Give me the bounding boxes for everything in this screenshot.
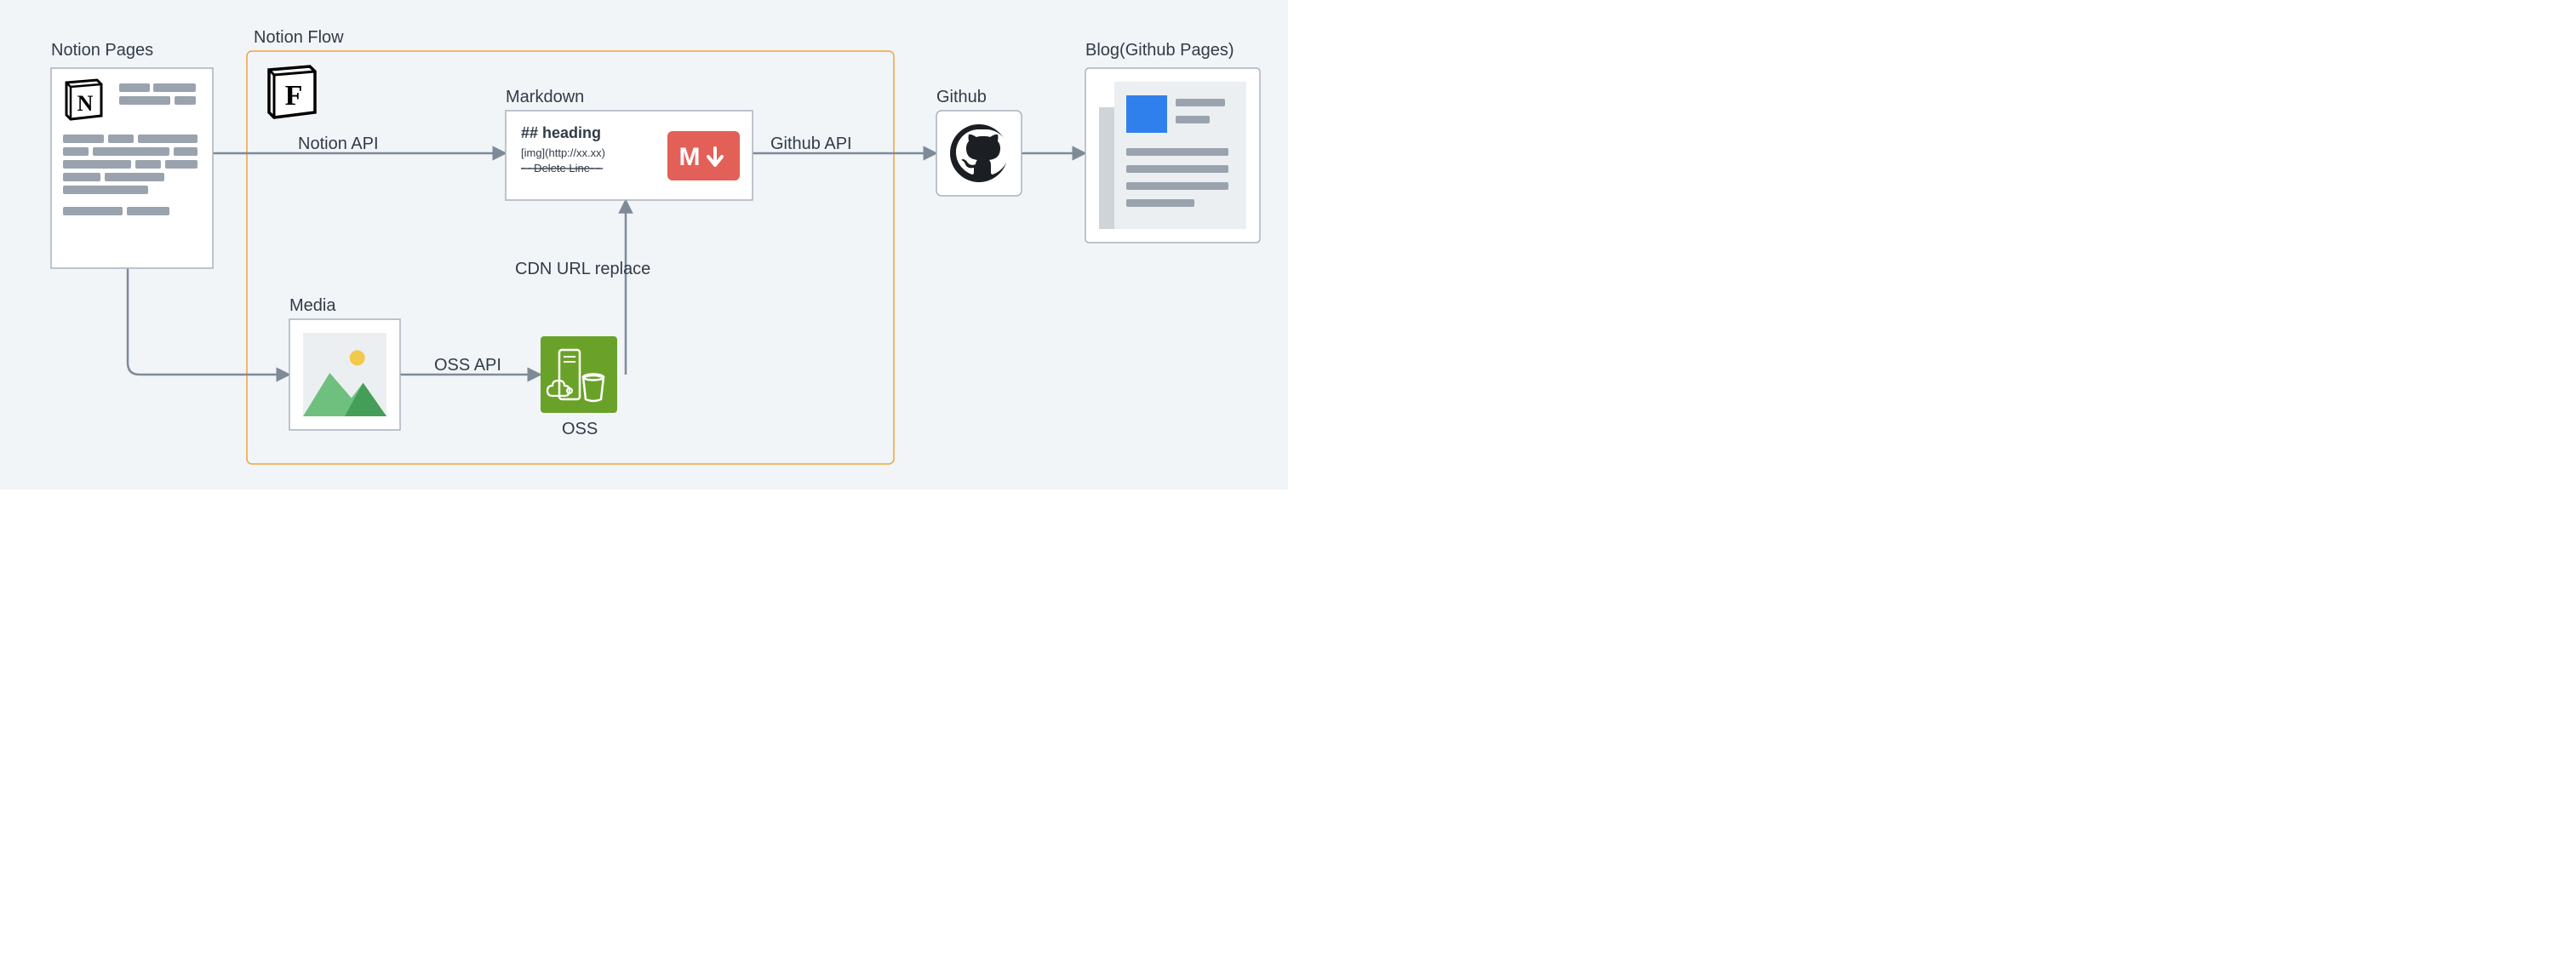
- doc-text-placeholder: [63, 207, 123, 215]
- doc-text-placeholder: [175, 96, 196, 105]
- doc-text-placeholder: [119, 83, 150, 92]
- markdown-label: Markdown: [506, 88, 584, 106]
- doc-text-placeholder: [63, 186, 148, 194]
- doc-text-placeholder: [63, 173, 100, 181]
- blog-line: [1126, 199, 1194, 207]
- blog-line: [1126, 165, 1228, 173]
- notion-flow-icon-letter: F: [285, 80, 303, 112]
- doc-text-placeholder: [63, 160, 131, 169]
- doc-text-placeholder: [108, 135, 134, 143]
- blog-line: [1176, 99, 1225, 106]
- doc-text-placeholder: [93, 147, 169, 156]
- doc-text-placeholder: [119, 96, 170, 105]
- github-label: Github: [936, 88, 987, 106]
- notion-icon-letter: N: [77, 91, 94, 116]
- doc-text-placeholder: [135, 160, 161, 169]
- media-label: Media: [289, 296, 336, 315]
- blog-line: [1126, 148, 1228, 156]
- doc-text-placeholder: [63, 135, 104, 143]
- blog-label: Blog(Github Pages): [1085, 41, 1234, 60]
- edge-label-1: Github API: [770, 135, 852, 153]
- oss-label: OSS: [562, 420, 598, 438]
- blog-line: [1176, 116, 1210, 123]
- doc-text-placeholder: [174, 147, 197, 156]
- media-sun-icon: [350, 350, 365, 365]
- notion-pages-label: Notion Pages: [51, 41, 153, 60]
- edge-label-4: OSS API: [434, 356, 501, 375]
- markdown-sample-del: ~~Delete Line~~: [521, 162, 604, 175]
- blog-hero-block: [1126, 95, 1167, 133]
- doc-text-placeholder: [153, 83, 196, 92]
- markdown-sample-img: [img](http://xx.xx): [521, 146, 605, 159]
- doc-text-placeholder: [105, 173, 164, 181]
- markdown-sample-heading: ## heading: [521, 124, 601, 141]
- doc-text-placeholder: [165, 160, 197, 169]
- blog-line: [1126, 182, 1228, 190]
- doc-text-placeholder: [127, 207, 169, 215]
- edge-label-5: CDN URL replace: [515, 260, 650, 278]
- notion-flow-label: Notion Flow: [254, 28, 344, 47]
- doc-text-placeholder: [138, 135, 197, 143]
- edge-label-0: Notion API: [298, 135, 379, 153]
- doc-text-placeholder: [63, 147, 89, 156]
- markdown-badge-m: M: [679, 143, 701, 171]
